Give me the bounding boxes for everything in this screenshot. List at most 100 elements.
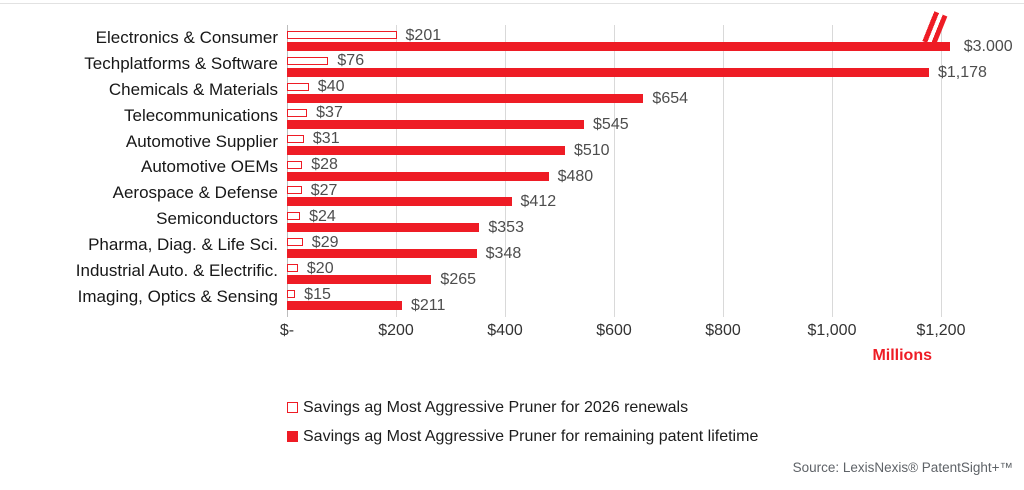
chart-row: $76 $1,178 bbox=[287, 51, 987, 80]
x-tick-label: $400 bbox=[487, 322, 523, 339]
category-label: Pharma, Diag. & Life Sci. bbox=[88, 235, 278, 255]
chart-row: $37 $545 bbox=[287, 103, 977, 133]
bar-value-label: $211 bbox=[410, 297, 446, 314]
bar-value-label: $510 bbox=[573, 141, 610, 159]
legend-item-2026-renewals: Savings ag Most Aggressive Pruner for 20… bbox=[287, 397, 758, 418]
bar-value-label: $31 bbox=[312, 130, 340, 148]
gridline bbox=[396, 25, 397, 317]
category-label: Aerospace & Defense bbox=[112, 183, 278, 203]
bar-value-label: $28 bbox=[311, 156, 338, 173]
category-axis: Electronics & Consumer Techplatforms & So… bbox=[0, 25, 278, 310]
chart-row: $28 $480 bbox=[287, 155, 977, 185]
bar-value-label: $15 bbox=[304, 285, 331, 303]
category-label: Imaging, Optics & Sensing bbox=[77, 286, 278, 306]
bar-2026-renewals bbox=[287, 82, 309, 91]
x-tick-label: $600 bbox=[596, 322, 632, 339]
bar-line: $3.000 bbox=[287, 39, 1013, 55]
legend-label: Savings ag Most Aggressive Pruner for 20… bbox=[303, 398, 689, 416]
bar-value-label: $348 bbox=[485, 245, 522, 263]
gridline bbox=[287, 25, 288, 317]
bar-line: $265 bbox=[287, 272, 977, 288]
axis-unit-label: Millions bbox=[872, 347, 932, 364]
x-tick-label: $800 bbox=[705, 322, 741, 339]
chart-row: $201 $3.000 bbox=[287, 9, 1013, 55]
chart-row: $27 $412 bbox=[287, 180, 977, 211]
bar-2026-renewals bbox=[287, 212, 301, 221]
bar-remaining-lifetime bbox=[287, 67, 929, 77]
plot-area: $201 $3.000 $76 $1,178 $40 $654 $37 $545 $31 $510… bbox=[287, 9, 1013, 317]
x-tick-label: $- bbox=[279, 322, 295, 339]
chart-row: $15 $211 bbox=[287, 284, 977, 314]
axis-break-icon bbox=[918, 9, 948, 47]
bar-line: $76 bbox=[287, 52, 977, 70]
bar-line: $24 bbox=[287, 207, 977, 225]
bar-remaining-lifetime bbox=[287, 119, 585, 129]
bar-2026-renewals bbox=[287, 238, 303, 247]
bar-line: $15 bbox=[287, 285, 977, 303]
category-label: Automotive OEMs bbox=[141, 157, 278, 177]
bar-line: $412 bbox=[287, 193, 977, 211]
gridline bbox=[614, 25, 615, 317]
bar-value-label: $545 bbox=[593, 115, 629, 133]
bar-remaining-lifetime bbox=[287, 171, 549, 181]
bar-value-label: $40 bbox=[317, 78, 345, 96]
bar-remaining-lifetime bbox=[287, 223, 480, 233]
solid-square-icon bbox=[287, 431, 298, 442]
x-tick-label: $1,200 bbox=[916, 322, 966, 339]
hollow-square-icon bbox=[287, 402, 298, 413]
top-divider-line bbox=[0, 3, 1024, 4]
bar-value-label: $20 bbox=[306, 259, 334, 277]
bar-value-label: $76 bbox=[337, 52, 365, 70]
bar-remaining-lifetime bbox=[287, 145, 565, 155]
bar-line: $654 bbox=[287, 89, 977, 107]
bar-remaining-lifetime bbox=[287, 42, 950, 51]
bar-line: $211 bbox=[287, 297, 977, 314]
bar-remaining-lifetime bbox=[287, 301, 402, 310]
legend: Savings ag Most Aggressive Pruner for 20… bbox=[287, 397, 758, 455]
bar-remaining-lifetime bbox=[287, 93, 644, 103]
bar-line: $28 bbox=[287, 156, 977, 173]
bar-2026-renewals bbox=[287, 56, 329, 65]
category-label: Electronics & Consumer bbox=[95, 27, 278, 47]
bar-line: $37 bbox=[287, 104, 977, 122]
gridline bbox=[723, 25, 724, 317]
chart-row: $20 $265 bbox=[287, 258, 977, 288]
bar-line: $545 bbox=[287, 115, 977, 133]
category-label: Industrial Auto. & Electrific. bbox=[75, 261, 278, 281]
bar-value-label: $654 bbox=[652, 89, 689, 107]
bar-line: $1,178 bbox=[287, 64, 987, 80]
bar-value-label: $24 bbox=[309, 207, 336, 225]
chart-row: $40 $654 bbox=[287, 77, 977, 107]
bar-line: $348 bbox=[287, 245, 977, 263]
gridline bbox=[832, 25, 833, 317]
legend-item-remaining-lifetime: Savings ag Most Aggressive Pruner for re… bbox=[287, 426, 758, 447]
gridline bbox=[941, 25, 942, 317]
bar-value-label: $480 bbox=[557, 167, 594, 185]
bar-value-label: $27 bbox=[310, 181, 338, 199]
bar-2026-renewals bbox=[287, 160, 303, 169]
bar-2026-renewals bbox=[287, 186, 302, 195]
bar-line: $40 bbox=[287, 78, 977, 96]
gridline bbox=[505, 25, 506, 317]
legend-label: Savings ag Most Aggressive Pruner for re… bbox=[303, 427, 759, 445]
bar-2026-renewals bbox=[287, 31, 397, 39]
x-tick-label: $200 bbox=[378, 322, 414, 339]
bar-line: $510 bbox=[287, 141, 977, 159]
bar-2026-renewals bbox=[287, 134, 304, 143]
bar-value-label: $37 bbox=[316, 104, 343, 122]
bar-value-label: $29 bbox=[311, 233, 339, 251]
chart-row: $31 $510 bbox=[287, 129, 977, 159]
bar-remaining-lifetime bbox=[287, 275, 432, 285]
category-label: Automotive Supplier bbox=[125, 131, 278, 151]
x-axis: $- $200 $400 $600 $800 $1,000 $1,200 bbox=[280, 322, 977, 344]
bar-line: $20 bbox=[287, 259, 977, 277]
bar-line: $201 bbox=[287, 27, 977, 43]
x-tick-label: $1,000 bbox=[807, 322, 857, 339]
bar-line: $31 bbox=[287, 130, 977, 148]
bar-line: $480 bbox=[287, 167, 977, 185]
category-label: Chemicals & Materials bbox=[108, 79, 278, 99]
bar-value-label: $412 bbox=[520, 193, 557, 211]
bar-remaining-lifetime bbox=[287, 197, 512, 207]
bar-value-label: $3.000 bbox=[963, 38, 1013, 55]
